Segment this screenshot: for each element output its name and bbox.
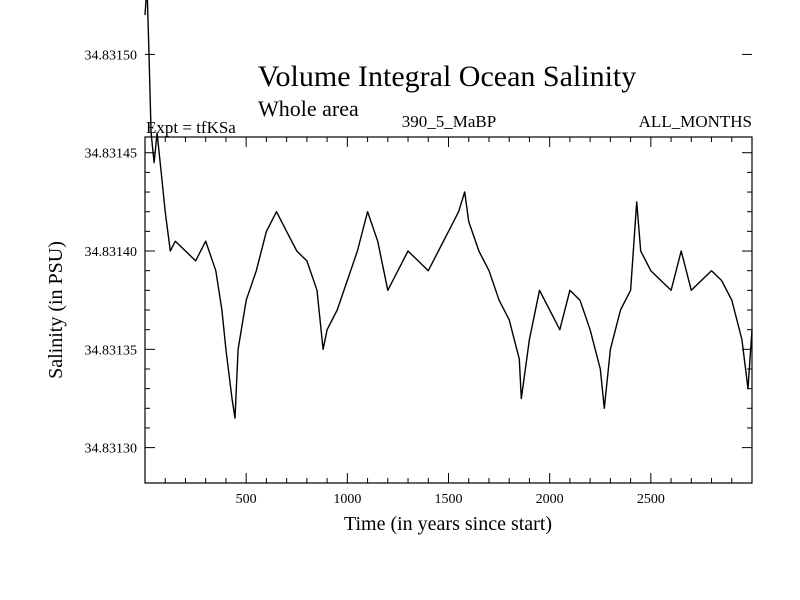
x-tick-label: 1000 (333, 492, 361, 507)
plot-frame (144, 136, 753, 484)
y-tick-label: 34.83150 (85, 48, 138, 63)
x-tick-label: 500 (236, 492, 257, 507)
x-axis-label: Time (in years since start) (344, 513, 552, 535)
series-line (144, 0, 753, 419)
y-tick-label: 34.83145 (85, 147, 138, 162)
chart-title: Volume Integral Ocean Salinity (258, 60, 637, 93)
axis-ticks: 500 1000 1500 2000 2500 34.83130 34.83135 34.83… (85, 48, 752, 507)
y-axis-label: Salinity (in PSU) (45, 241, 67, 379)
x-tick-label: 1500 (435, 492, 463, 507)
period-label: ALL_MONTHS (639, 112, 752, 131)
y-tick-label: 34.83140 (85, 245, 138, 260)
x-tick-label: 2000 (536, 492, 564, 507)
series-group (144, 0, 753, 419)
experiment-label: Expt = tfKSa (146, 118, 236, 137)
run-label: 390_5_MaBP (402, 112, 496, 131)
y-tick-label: 34.83130 (85, 442, 138, 457)
chart-subtitle: Whole area (258, 96, 359, 121)
y-tick-label: 34.83135 (85, 343, 138, 358)
x-tick-label: 2500 (637, 492, 665, 507)
